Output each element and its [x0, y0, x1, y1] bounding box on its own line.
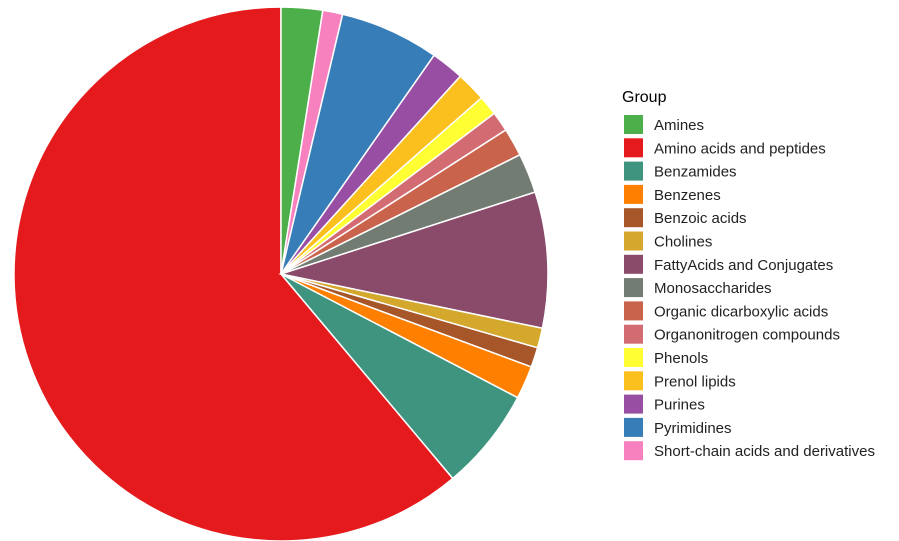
legend-swatch	[624, 115, 643, 134]
legend-label: FattyAcids and Conjugates	[654, 257, 833, 274]
legend-label: Benzenes	[654, 187, 721, 204]
legend-swatch	[624, 324, 643, 344]
legend-swatch	[624, 301, 643, 321]
legend-swatch	[624, 371, 643, 391]
legend-label: Short-chain acids and derivatives	[654, 443, 875, 460]
pie-slices	[13, 6, 549, 541]
legend-label: Phenols	[654, 350, 708, 367]
legend-title: Group	[622, 89, 667, 106]
legend-label: Amines	[654, 117, 704, 134]
legend-swatch	[624, 184, 643, 204]
pie-slice-amino-acids-and-peptides	[13, 6, 454, 541]
legend-swatch	[624, 231, 643, 251]
legend-swatch	[624, 394, 643, 414]
legend-label: Purines	[654, 397, 705, 414]
legend-swatch	[624, 208, 643, 228]
legend-label: Pyrimidines	[654, 420, 732, 437]
legend-label: Prenol lipids	[654, 373, 736, 390]
legend-swatch	[624, 441, 643, 461]
legend-label: Benzoic acids	[654, 210, 747, 227]
legend-swatch	[624, 254, 643, 274]
legend-swatch	[624, 161, 643, 181]
legend-label: Organic dicarboxylic acids	[654, 303, 828, 320]
legend-swatch	[624, 417, 643, 437]
legend-label: Monosaccharides	[654, 280, 772, 297]
legend-label: Benzamides	[654, 164, 737, 181]
legend-label: Cholines	[654, 234, 712, 251]
legend-label: Amino acids and peptides	[654, 140, 826, 157]
pie-slice-benzamides	[280, 273, 519, 480]
legend-swatch	[624, 278, 643, 298]
legend-swatch	[624, 348, 643, 367]
pie-slice-fattyacids-and-conjugates	[278, 191, 549, 330]
legend-swatch	[624, 138, 643, 158]
legend-label: Organonitrogen compounds	[654, 327, 840, 344]
legend: Group Amines Amino acids and peptides Benz…	[622, 89, 875, 461]
